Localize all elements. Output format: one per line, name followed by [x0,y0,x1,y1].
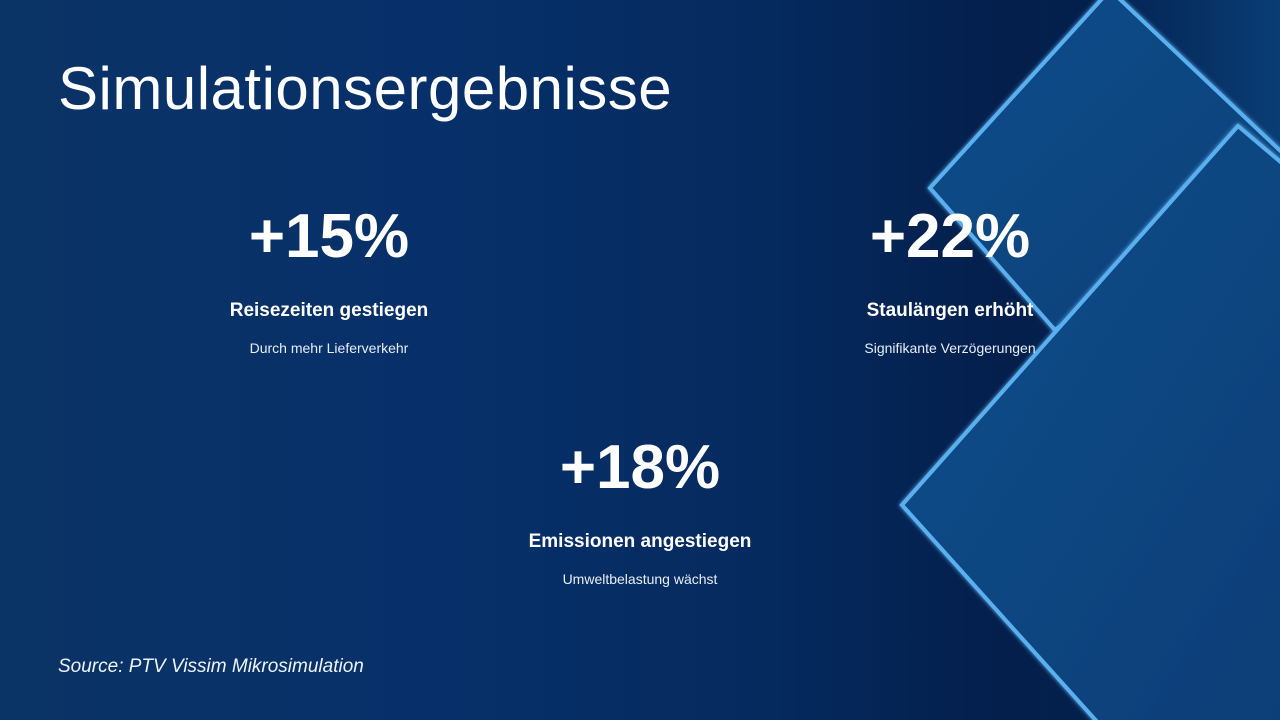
source-note: Source: PTV Vissim Mikrosimulation [58,656,364,677]
diamond-shape-front [899,123,1280,720]
stat-description: Durch mehr Lieferverkehr [249,340,409,356]
stat-emissions: +18% Emissionen angestiegen Umweltbelast… [440,433,840,587]
stat-description: Umweltbelastung wächst [562,571,718,587]
stat-congestion: +22% Staulängen erhöht Signifikante Verz… [750,202,1150,356]
stat-heading: Emissionen angestiegen [528,531,752,552]
slide-title: Simulationsergebnisse [58,55,673,122]
diamond-shape-back [927,0,1280,333]
stat-value: +22% [869,202,1031,271]
stat-description: Signifikante Verzögerungen [864,340,1036,356]
stat-heading: Staulängen erhöht [866,300,1034,321]
stat-value: +18% [559,433,721,502]
stat-value: +15% [248,202,410,271]
stat-heading: Reisezeiten gestiegen [229,300,429,321]
stat-travel-time: +15% Reisezeiten gestiegen Durch mehr Li… [129,202,529,356]
